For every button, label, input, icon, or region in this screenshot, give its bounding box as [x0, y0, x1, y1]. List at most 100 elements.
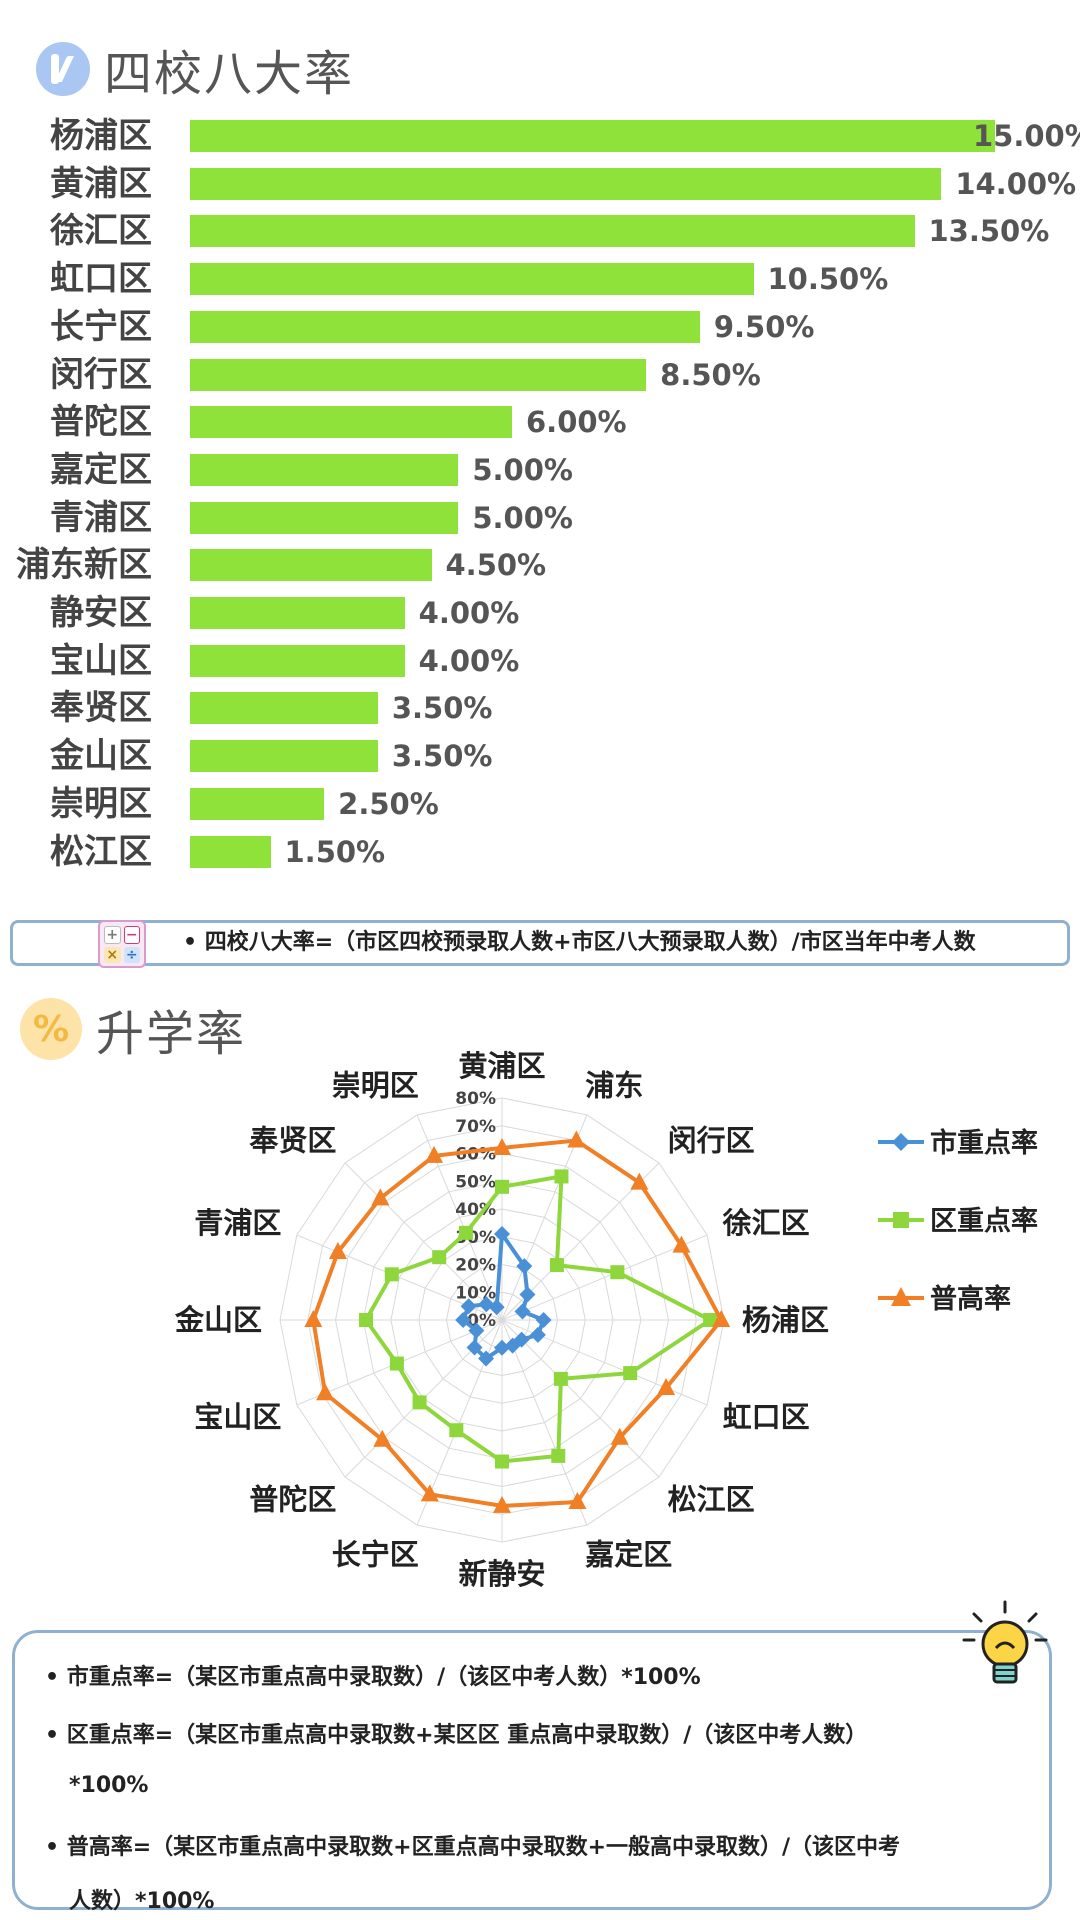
- bar: [190, 501, 459, 534]
- bar-row: 宝山区 4.00%: [0, 637, 1080, 685]
- bar: [190, 453, 459, 486]
- radar-spoke: [501, 1234, 708, 1321]
- bar-category-label: 浦东新区: [16, 545, 152, 586]
- bar-category-label: 杨浦区: [50, 116, 152, 156]
- bar: [190, 120, 995, 152]
- bar-row: 嘉定区 5.00%: [0, 446, 1080, 494]
- radar-point: [519, 1286, 536, 1303]
- radar-point: [568, 1492, 587, 1510]
- percent-icon: %: [20, 998, 82, 1060]
- radar-tick-label: 80%: [455, 1089, 496, 1109]
- legend-marker: [893, 1212, 909, 1228]
- bar: [190, 692, 378, 725]
- radar-point: [432, 1250, 447, 1265]
- bar-value-label: 15.00%: [973, 119, 1080, 153]
- radar-point: [493, 1495, 511, 1513]
- bar-value-label: 2.50%: [338, 786, 439, 821]
- radar-point: [703, 1313, 718, 1327]
- lightbulb-icon: [962, 1600, 1048, 1684]
- bar-category-label: 奉贤区: [50, 688, 152, 729]
- legend-marker: [892, 1133, 910, 1151]
- radar-spoke: [501, 1114, 588, 1321]
- pie-chart-icon: [36, 42, 90, 96]
- radar-point: [553, 1371, 568, 1386]
- radar-spoke: [501, 1319, 588, 1526]
- radar-point: [460, 1298, 477, 1315]
- bar-value-label: 4.00%: [418, 643, 520, 678]
- radar-point: [449, 1423, 464, 1438]
- radar-point: [488, 1299, 505, 1316]
- radar-point: [657, 1377, 676, 1395]
- bar-row: 虹口区 10.50%: [0, 255, 1080, 303]
- bar: [190, 406, 512, 439]
- radar-point: [494, 1339, 510, 1356]
- radar-point: [316, 1383, 335, 1401]
- bar-value-label: 3.50%: [391, 691, 493, 726]
- radar-point: [630, 1172, 649, 1190]
- bar-value-label: 13.50%: [928, 214, 1050, 249]
- radar-point: [478, 1296, 495, 1313]
- radar-category-label: 杨浦区: [742, 1303, 829, 1337]
- radar-category-label: 闵行区: [668, 1123, 755, 1157]
- radar-point: [371, 1188, 390, 1206]
- bar-value-label: 10.50%: [767, 262, 889, 297]
- radar-category-label: 新静安: [458, 1557, 545, 1590]
- legend-marker: [891, 1287, 911, 1306]
- bar-row: 徐汇区 13.50%: [0, 207, 1080, 255]
- bar: [190, 310, 700, 343]
- radar-point: [455, 1312, 472, 1328]
- section-header-promotion: % 升学率: [20, 994, 246, 1064]
- legend-label: 市重点率: [930, 1127, 1038, 1159]
- bar-category-label: 嘉定区: [50, 449, 152, 490]
- notes-box: • 市重点率=（某区市重点高中录取数）/（该区中考人数）*100% • 区重点率…: [12, 1630, 1052, 1914]
- calculator-icon: + − × ÷: [98, 920, 146, 968]
- radar-point: [529, 1326, 546, 1343]
- bar-row: 长宁区 9.50%: [0, 303, 1080, 351]
- bar-row: 黄浦区 14.00%: [0, 160, 1080, 208]
- radar-point: [514, 1303, 531, 1320]
- radar-point: [504, 1337, 521, 1354]
- bar: [190, 835, 271, 868]
- radar-category-label: 长宁区: [332, 1538, 419, 1572]
- radar-point: [672, 1235, 691, 1253]
- bar: [190, 597, 405, 629]
- bar-value-label: 14.00%: [955, 166, 1077, 201]
- bar-category-label: 黄浦区: [50, 163, 152, 204]
- bar-value-label: 5.00%: [472, 452, 573, 487]
- bar-category-label: 松江区: [50, 831, 152, 872]
- radar-point: [493, 1137, 511, 1155]
- bar-row: 金山区 3.50%: [0, 732, 1080, 780]
- radar-category-label: 嘉定区: [585, 1538, 672, 1572]
- legend-label: 普高率: [930, 1283, 1011, 1315]
- plus-symbol: +: [104, 926, 121, 944]
- minus-symbol: −: [123, 926, 140, 944]
- radar-point: [478, 1350, 495, 1367]
- radar-point: [328, 1242, 347, 1260]
- bar-value-label: 4.00%: [418, 596, 520, 630]
- radar-point: [495, 1179, 509, 1194]
- radar-point: [610, 1427, 629, 1445]
- bar-row: 松江区 1.50%: [0, 828, 1080, 876]
- radar-category-label: 青浦区: [194, 1206, 281, 1240]
- bar: [190, 263, 754, 296]
- section-title: 四校八大率: [104, 46, 355, 102]
- bar-row: 奉贤区 3.50%: [0, 684, 1080, 732]
- bar-row: 普陀区 6.00%: [0, 398, 1080, 446]
- radar-point: [412, 1395, 427, 1410]
- radar-point: [623, 1366, 638, 1381]
- bar-category-label: 静安区: [50, 593, 152, 633]
- radar-category-label: 金山区: [174, 1303, 262, 1337]
- radar-point: [389, 1356, 404, 1371]
- radar-category-label: 宝山区: [194, 1400, 281, 1434]
- radar-series-line: [311, 1138, 724, 1508]
- bar-category-label: 宝山区: [50, 640, 152, 681]
- radar-tick-label: 70%: [455, 1117, 496, 1137]
- bar-row: 青浦区 5.00%: [0, 494, 1080, 542]
- bar-row: 闵行区 8.50%: [0, 351, 1080, 399]
- bar: [190, 787, 325, 820]
- bar-category-label: 虹口区: [50, 259, 152, 300]
- radar-tick-label: 20%: [455, 1256, 496, 1276]
- radar-point: [567, 1130, 586, 1148]
- bar-value-label: 6.00%: [526, 405, 627, 440]
- bar: [190, 740, 378, 773]
